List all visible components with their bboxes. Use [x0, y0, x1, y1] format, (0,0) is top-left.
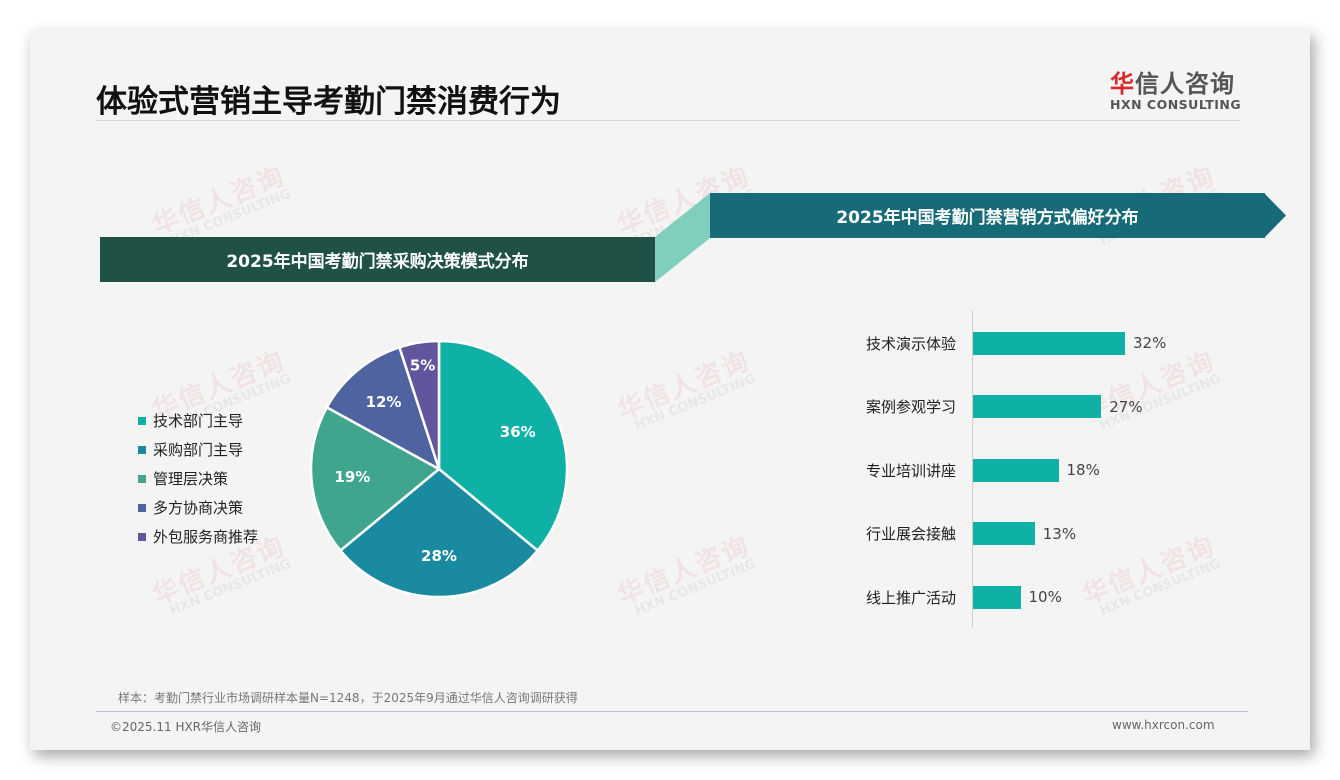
logo: 华信人咨询 HXN CONSULTING — [1110, 64, 1250, 112]
legend-label: 多方协商决策 — [153, 499, 244, 517]
legend-swatch — [138, 474, 146, 483]
bar-row: 专业培训讲座 18% — [830, 458, 1100, 482]
pie-chart-banner: 2025年中国考勤门禁采购决策模式分布 — [100, 237, 655, 282]
legend-swatch — [138, 445, 146, 454]
bar — [973, 395, 1102, 418]
legend-swatch — [138, 416, 146, 425]
watermark-cn: 华信人咨询 — [148, 161, 290, 242]
bar-chart-banner: 2025年中国考勤门禁营销方式偏好分布 — [710, 193, 1265, 238]
logo-cn-rest: 信人咨询 — [1135, 70, 1235, 98]
bar-value: 13% — [1042, 524, 1077, 543]
bar-row: 技术演示体验 32% — [830, 331, 1166, 355]
copyright: ©2025.11 HXR华信人咨询 — [110, 720, 262, 734]
legend-item: 采购部门主导 — [138, 435, 258, 464]
watermark-cn: 华信人咨询 — [613, 531, 755, 612]
watermark-en: HXN CONSULTING — [167, 556, 294, 619]
sample-note: 样本：考勤门禁行业市场调研样本量N=1248，于2025年9月通过华信人咨询调研… — [118, 691, 578, 705]
bar-value: 18% — [1066, 461, 1100, 479]
legend-item: 外包服务商推荐 — [138, 522, 258, 551]
pie-slice-label: 5% — [410, 356, 435, 374]
bar-value: 27% — [1109, 397, 1143, 416]
pie-slice-label: 28% — [421, 547, 457, 565]
pie-slice-label: 19% — [334, 468, 370, 486]
bar-label: 行业展会接触 — [865, 525, 956, 543]
bar-axis — [972, 310, 973, 628]
legend-label: 管理层决策 — [153, 470, 229, 488]
logo-en: HXN CONSULTING — [1110, 97, 1242, 112]
bar-value: 10% — [1028, 588, 1062, 606]
website-link[interactable]: www.hxrcon.com — [1112, 718, 1215, 732]
legend-label: 采购部门主导 — [153, 441, 244, 459]
legend-item: 多方协商决策 — [138, 493, 258, 522]
bar-label: 线上推广活动 — [865, 588, 956, 607]
pie-slice — [437, 339, 569, 553]
bar-label: 技术演示体验 — [865, 334, 956, 353]
pie-chart: 36% 28% 19% 12% 5% — [309, 339, 569, 599]
pie-slice — [338, 467, 540, 599]
banner-connector — [655, 193, 710, 282]
pie-slice — [397, 339, 441, 470]
bar-label: 案例参观学习 — [865, 398, 956, 416]
logo-cn-red: 华 — [1110, 70, 1135, 98]
logo-cn: 华信人咨询 — [1110, 64, 1250, 99]
title-divider — [96, 120, 1240, 121]
pie-slice-label: 36% — [500, 423, 536, 441]
pie-legend: 技术部门主导 采购部门主导 管理层决策 多方协商决策 外包服务商推荐 — [138, 406, 258, 551]
legend-item: 技术部门主导 — [138, 406, 258, 435]
watermark-en: HXN CONSULTING — [632, 371, 759, 434]
legend-swatch — [138, 532, 146, 541]
legend-item: 管理层决策 — [138, 464, 258, 493]
watermark-cn: 华信人咨询 — [613, 346, 755, 427]
bar — [973, 522, 1035, 545]
pie-slice-label: 12% — [366, 393, 402, 411]
bar-row: 行业展会接触 13% — [830, 522, 1076, 546]
legend-label: 外包服务商推荐 — [153, 528, 259, 546]
pie-slice — [309, 405, 442, 553]
bar — [973, 585, 1021, 609]
banner-arrow-tip — [1264, 193, 1286, 238]
legend-label: 技术部门主导 — [153, 412, 244, 430]
legend-swatch — [138, 503, 146, 512]
bar-label: 专业培训讲座 — [865, 461, 956, 480]
watermark-en: HXN CONSULTING — [632, 556, 759, 619]
bar-row: 案例参观学习 27% — [830, 395, 1143, 419]
bar — [973, 458, 1059, 482]
bar-row: 线上推广活动 10% — [830, 585, 1062, 609]
bar-value: 32% — [1133, 334, 1167, 352]
pie-slice — [325, 345, 442, 472]
bar — [973, 331, 1125, 355]
bar-chart: 技术演示体验 32% 案例参观学习 27% 专业培训讲座 18% 行业展会接触 13% 线上推广… — [830, 310, 1230, 630]
footer-divider — [96, 711, 1248, 712]
page-title: 体验式营销主导考勤门禁消费行为 — [96, 84, 561, 120]
